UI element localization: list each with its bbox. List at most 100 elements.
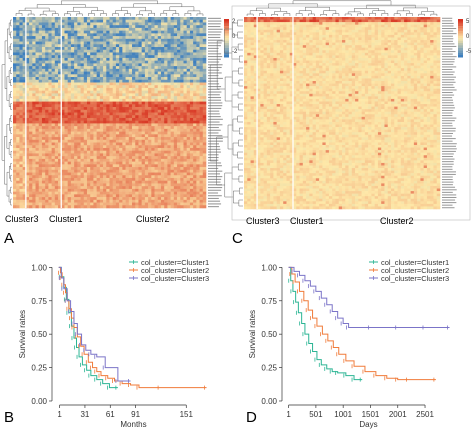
legend-swatch [224, 35, 229, 39]
y-tick-label: 1.00 [261, 263, 277, 272]
legend-swatch [458, 45, 463, 48]
legend-swatch [224, 19, 229, 22]
legend-swatch [224, 50, 229, 53]
x-tick-label: 151 [180, 410, 194, 419]
legend-swatch [224, 52, 229, 56]
y-axis-label: Survival rates [248, 310, 257, 358]
heatmap-c-cluster3-label: Cluster3 [246, 216, 280, 226]
legend-swatch [458, 50, 463, 53]
legend-entry: col_cluster=Cluster3 [141, 274, 209, 283]
legend-swatch [458, 19, 463, 22]
legend-swatch [458, 55, 463, 58]
heatmap-legend: 5 0 -5 [458, 19, 472, 58]
x-tick-label: 31 [80, 410, 89, 419]
x-tick-label: 1001 [334, 410, 352, 419]
y-tick-label: 0.50 [31, 330, 47, 339]
y-tick-label: 1.00 [31, 263, 47, 272]
legend-swatch [224, 28, 229, 32]
heatmap-c: 5 0 -5 [209, 0, 472, 221]
km-curve-2 [58, 266, 207, 389]
legend-swatch [458, 43, 463, 46]
legend-swatch [224, 21, 229, 24]
legend-entry: col_cluster=Cluster1 [141, 258, 209, 267]
column-dendrogram [246, 0, 438, 16]
legend-entry: col_cluster=Cluster2 [141, 266, 209, 275]
legend-tick-label: 0 [466, 34, 470, 40]
x-axis-label: Months [120, 420, 146, 429]
x-tick-label: 2001 [389, 410, 407, 419]
legend-entry: col_cluster=Cluster3 [381, 274, 449, 283]
y-tick-label: 0.00 [261, 397, 277, 406]
km-plot-b: 0.00 0.25 0.50 0.75 1.00 1 31 61 91 151 Months Surv… [18, 258, 209, 429]
heatmap-a-cluster2-label: Cluster2 [136, 214, 170, 224]
km-curve-2 [288, 266, 436, 381]
legend-swatch [458, 31, 463, 34]
heatmap-a-cluster1-label: Cluster1 [49, 214, 83, 224]
legend-swatch [224, 43, 229, 46]
legend-swatch [224, 45, 229, 48]
legend-swatch [458, 23, 463, 27]
legend-swatch [458, 21, 463, 24]
column-dendrogram [15, 0, 204, 16]
x-tick-label: 61 [106, 410, 115, 419]
legend-swatch [458, 26, 463, 29]
legend-swatch [224, 38, 229, 41]
km-plot-d: 0.000.250.500.751.001 501 1001 1501 2001 2501… [248, 258, 450, 429]
legend-swatch [224, 33, 229, 36]
legend-swatch [224, 47, 229, 51]
legend-swatch [458, 40, 463, 44]
legend-swatch [224, 40, 229, 44]
heatmap-a-cluster3-label: Cluster3 [5, 214, 39, 224]
legend-swatch [458, 28, 463, 32]
legend-swatch [458, 38, 463, 41]
y-tick-label: 0.50 [261, 330, 277, 339]
y-tick-label: 0.25 [31, 364, 47, 373]
heatmap-legend: 2 0 -2 [224, 19, 238, 58]
km-curve-3 [58, 266, 131, 382]
panel-label-b: B [4, 409, 14, 426]
y-tick-label: 0.25 [261, 364, 277, 373]
legend-tick-label: 2 [232, 19, 236, 25]
row-labels [208, 17, 223, 208]
heatmap-cells [13, 17, 207, 209]
heatmap-c-cluster2-label: Cluster2 [380, 216, 414, 226]
row-labels [442, 17, 457, 209]
x-tick-label: 1 [286, 410, 291, 419]
heatmap-cells [244, 17, 441, 210]
legend-tick-label: -2 [232, 49, 238, 55]
y-tick-label: 0.75 [261, 297, 277, 306]
legend-swatch [224, 26, 229, 29]
heatmap-c-frame [231, 5, 471, 221]
km-curve-1 [58, 266, 118, 389]
row-dendrogram [1, 19, 12, 206]
x-axis-label: Days [359, 420, 377, 429]
legend-swatch [458, 35, 463, 39]
legend-swatch [458, 52, 463, 56]
legend-tick-label: 0 [232, 34, 236, 40]
x-tick-label: 91 [131, 410, 140, 419]
km-curve-1 [288, 266, 363, 381]
legend-swatch [224, 31, 229, 34]
x-tick-label: 1501 [362, 410, 380, 419]
legend-swatch [458, 33, 463, 36]
x-tick-label: 501 [309, 410, 323, 419]
panel-label-c: C [232, 230, 243, 247]
y-tick-label: 0.75 [31, 297, 47, 306]
legend-tick-label: -5 [466, 49, 472, 55]
panel-label-d: D [246, 409, 257, 426]
legend-entry: col_cluster=Cluster2 [381, 266, 449, 275]
panel-label-a: A [4, 230, 14, 247]
y-tick-label: 0.00 [31, 397, 47, 406]
legend-tick-label: 5 [466, 19, 470, 25]
legend-swatch [224, 23, 229, 27]
row-dendrogram [209, 19, 243, 207]
x-tick-label: 2501 [416, 410, 434, 419]
heatmap-a: 2 0 -2 [1, 0, 238, 209]
legend-entry: col_cluster=Cluster1 [381, 258, 449, 267]
heatmap-c-cluster1-label: Cluster1 [290, 216, 324, 226]
legend-swatch [224, 55, 229, 58]
x-tick-label: 1 [57, 410, 62, 419]
legend-swatch [458, 47, 463, 51]
y-axis-label: Survival rates [18, 310, 27, 358]
